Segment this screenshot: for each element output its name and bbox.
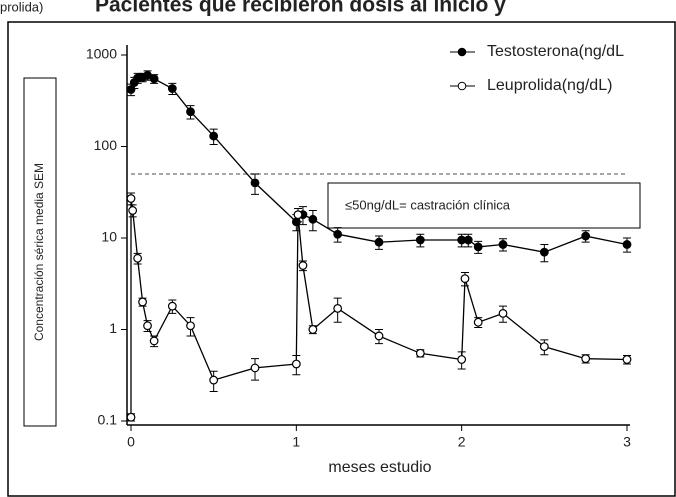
data-point [126,412,136,422]
data-point [498,240,508,249]
series-line [130,198,628,418]
data-point [186,107,195,117]
y-tick-label: 0.1 [98,412,118,428]
x-axis-label: meses estudio [328,459,431,476]
data-point [308,325,318,334]
y-axis-label: Concentración sérica media SEM [32,163,46,341]
data-point [167,84,177,93]
data-point [291,359,301,369]
data-point [539,342,549,352]
data-point [133,253,143,263]
data-point [460,274,470,283]
x-tick-label: 1 [292,434,300,450]
data-point [622,240,632,249]
data-point [149,74,159,84]
x-tick-label: 3 [623,434,631,450]
data-point [498,308,508,318]
ylabel-box [23,77,57,427]
data-point [539,247,549,257]
data-point [250,363,260,373]
header-fragment: prolida) [0,0,43,14]
data-point [473,242,483,252]
data-point [374,237,384,247]
legend-label: Testosterona(ng/dL [487,43,624,60]
frame [7,21,676,497]
data-point [293,210,303,220]
annotation-box [327,182,641,229]
data-point [333,304,343,313]
data-point [209,375,219,385]
data-point [138,297,147,307]
x-tick-label: 0 [127,434,135,450]
legend-marker [457,81,467,91]
data-point [143,70,152,80]
data-point [143,321,152,331]
data-point [333,229,343,239]
annotation: ≤50ng/dL= castración clínica [345,197,511,212]
data-point [581,231,591,241]
data-point [622,355,632,364]
data-point [149,336,159,346]
data-point [473,317,483,327]
legend-label: Leuprolida(ng/dL) [487,77,612,94]
data-point [250,178,260,188]
data-point [298,261,308,270]
data-point [128,206,138,215]
y-tick-label: 10 [101,229,117,245]
legend-marker [457,47,467,57]
data-point [209,131,219,141]
data-point [463,235,473,245]
data-point [126,194,136,203]
data-point [415,348,425,358]
y-tick-label: 100 [94,137,118,153]
data-point [308,214,318,224]
chart-title: Pacientes que recibieron dosis al inicio… [95,0,506,17]
data-point [581,354,591,364]
data-point [186,321,195,331]
data-point [457,355,467,364]
data-point [126,85,136,94]
y-tick-label: 1 [109,320,117,336]
x-tick-label: 2 [458,434,466,450]
y-tick-label: 1000 [86,46,117,62]
data-point [374,331,384,341]
data-point [415,235,425,245]
data-point [167,301,177,311]
